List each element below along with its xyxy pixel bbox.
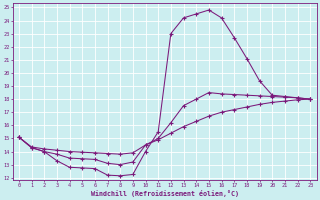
- X-axis label: Windchill (Refroidissement éolien,°C): Windchill (Refroidissement éolien,°C): [91, 190, 238, 197]
